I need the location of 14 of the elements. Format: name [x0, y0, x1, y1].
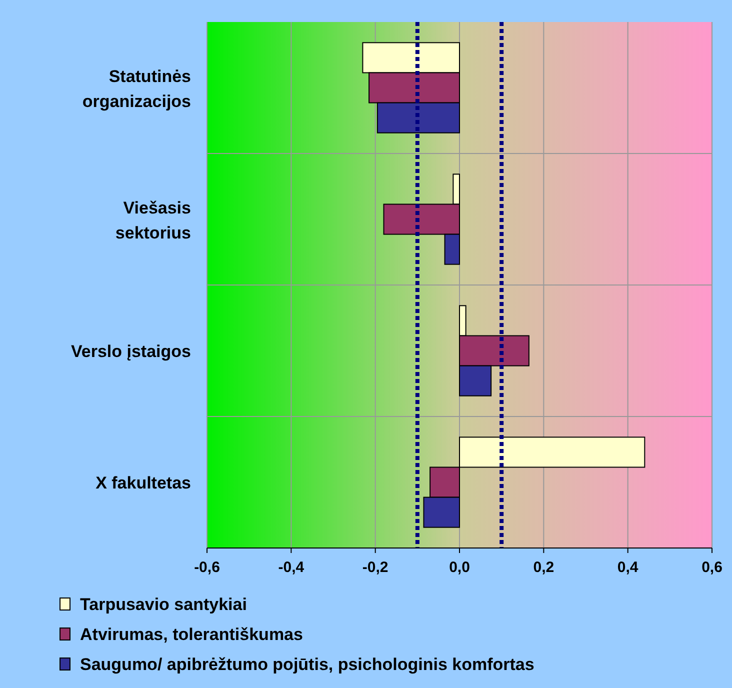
x-tick-label: 0,0: [449, 559, 470, 576]
x-tick-label: 0,2: [533, 559, 554, 576]
legend-label: Saugumo/ apibrėžtumo pojūtis, psichologinis komfortas: [80, 655, 534, 674]
legend-label: Atvirumas, tolerantiškumas: [80, 625, 303, 644]
x-tick-label: -0,2: [362, 559, 388, 576]
y-tick-label: Statutinės organizacijos: [82, 66, 191, 111]
y-tick-label: Verslo įstaigos: [71, 342, 191, 361]
legend-label: Tarpusavio santykiai: [80, 595, 247, 614]
x-tick-label: -0,4: [278, 559, 305, 576]
y-tick-label: X fakultetas: [96, 473, 191, 492]
y-tick-label: Viešasis sektorius: [115, 198, 191, 242]
x-tick-label: 0,6: [702, 559, 722, 576]
x-tick-label: 0,4: [617, 559, 639, 576]
x-tick-label: -0,6: [194, 559, 220, 576]
